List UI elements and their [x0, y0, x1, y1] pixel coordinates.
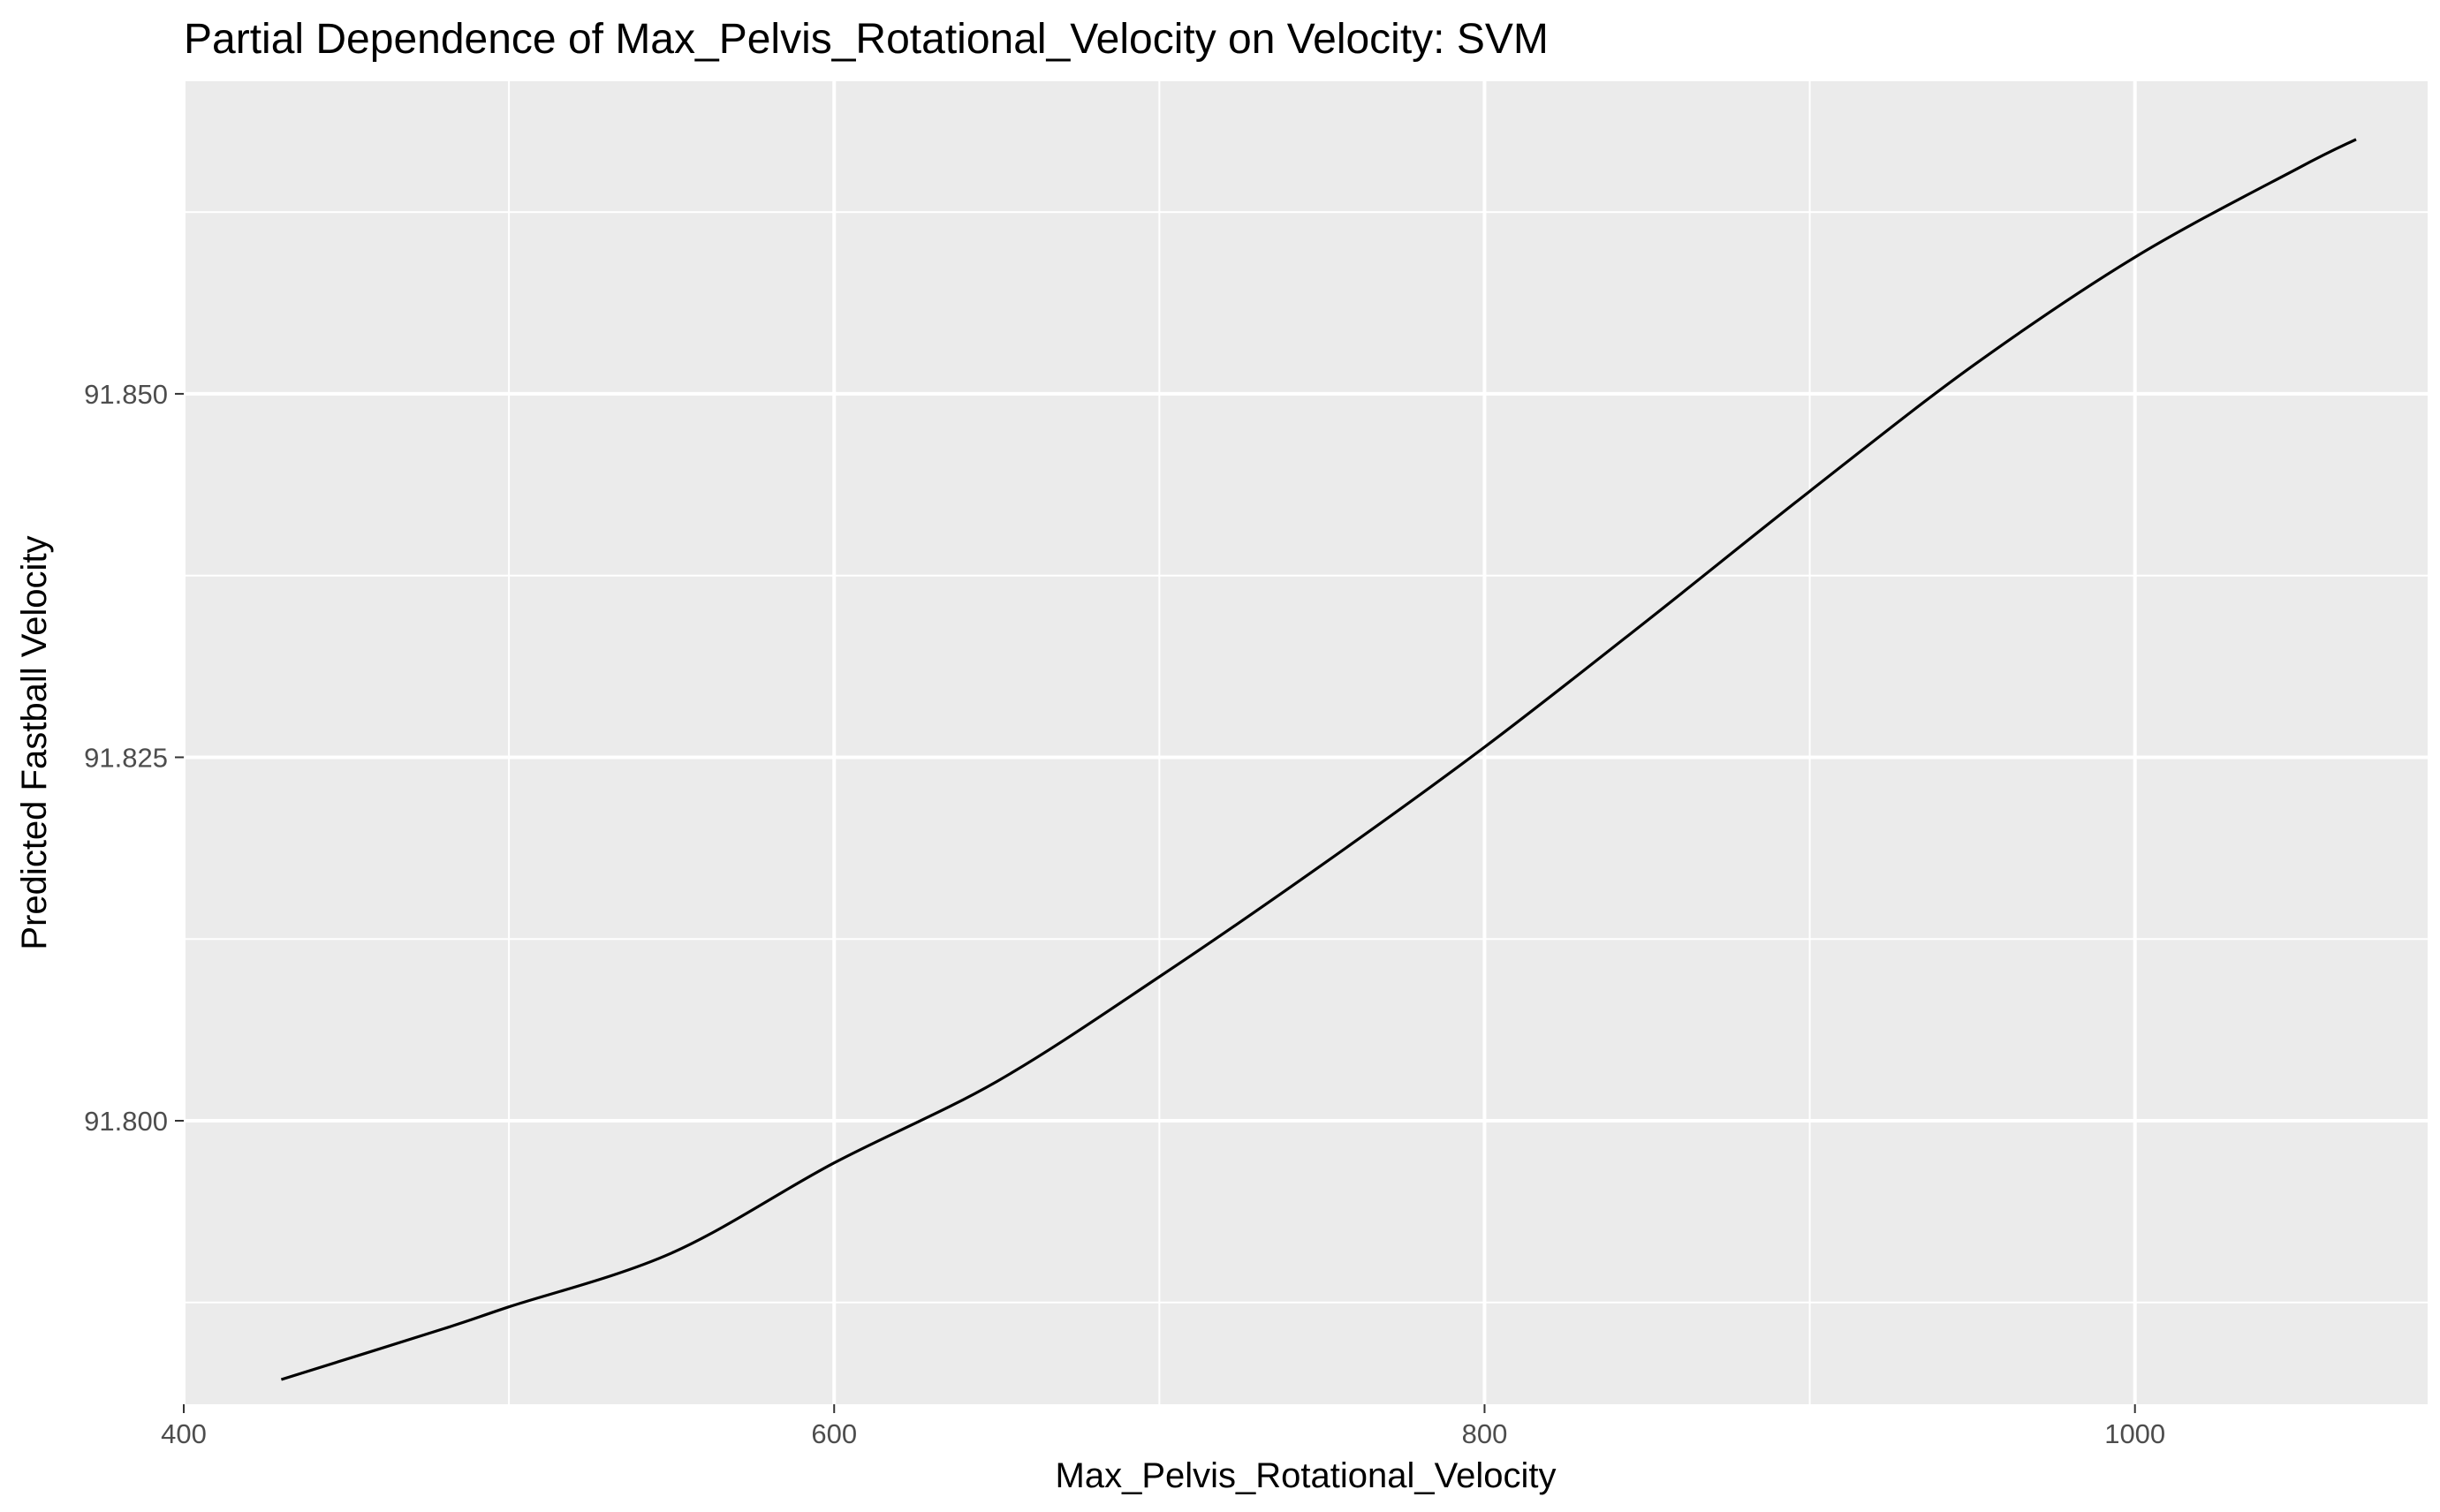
- x-axis: 400 600 800 1000: [161, 1404, 2165, 1449]
- minor-gridlines: [184, 81, 2428, 1404]
- y-axis-title: Predicted Fastball Velocity: [15, 535, 54, 949]
- x-tick-label: 1000: [2104, 1418, 2165, 1449]
- y-tick-label: 91.825: [84, 742, 168, 773]
- y-axis: 91.800 91.825 91.850: [84, 379, 184, 1137]
- y-tick-label: 91.800: [84, 1106, 168, 1137]
- chart-title: Partial Dependence of Max_Pelvis_Rotatio…: [184, 16, 1549, 63]
- major-gridlines: [182, 81, 2428, 1404]
- series-line: [280, 138, 2357, 1381]
- series-layer: [280, 138, 2357, 1381]
- x-tick-label: 600: [811, 1418, 857, 1449]
- x-axis-title: Max_Pelvis_Rotational_Velocity: [1056, 1456, 1557, 1495]
- x-tick-label: 800: [1462, 1418, 1508, 1449]
- x-tick-label: 400: [161, 1418, 207, 1449]
- plot-panel: [184, 81, 2428, 1404]
- y-tick-label: 91.850: [84, 379, 168, 410]
